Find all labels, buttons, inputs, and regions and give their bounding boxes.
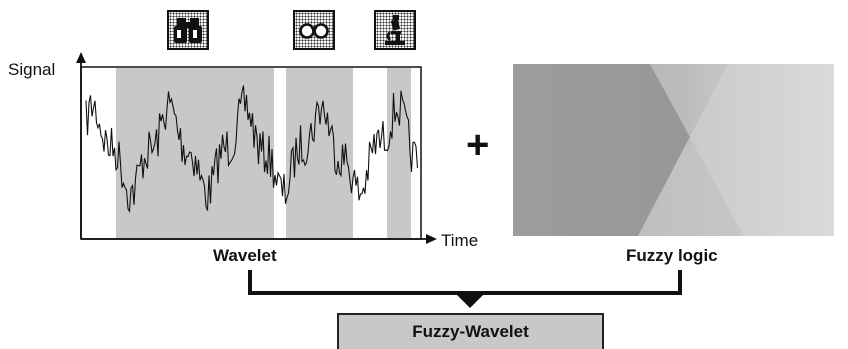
time-axis-arrow [426,234,437,244]
glasses-icon [293,10,335,50]
signal-axis-label: Signal [8,60,56,79]
plus-operator: + [466,123,490,167]
wavelet-band [387,68,411,238]
time-axis-label: Time [441,231,479,250]
microscope-icon [374,10,416,50]
connector-bracket [248,270,682,295]
signal-waveform [85,85,419,213]
connector-arrow [455,293,485,308]
fuzzy-wavelet-box: Fuzzy-Wavelet [337,313,604,349]
fuzzy-logic-caption: Fuzzy logic [626,246,718,265]
signal-axis-arrow [76,52,86,63]
wavelet-caption: Wavelet [213,246,277,265]
fuzzy-wavelet-label: Fuzzy-Wavelet [412,322,529,341]
binoculars-icon [167,10,209,50]
fuzzy-set-right [638,64,834,236]
wavelet-band [116,68,274,238]
